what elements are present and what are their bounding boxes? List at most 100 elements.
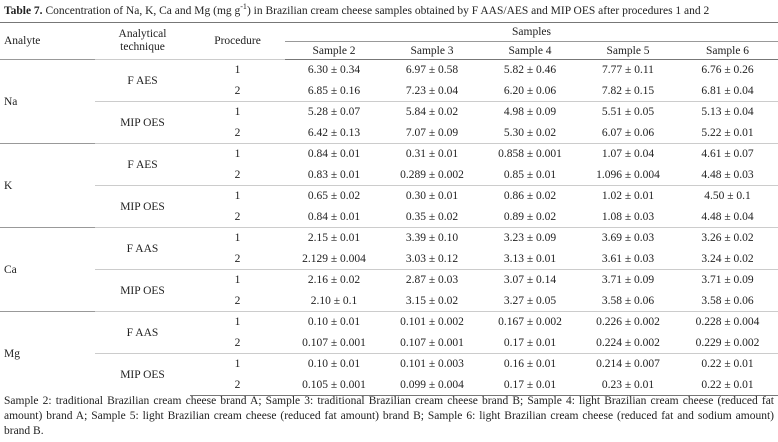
value-cell: 5.84 ± 0.02 — [383, 101, 481, 123]
analyte-cell: Mg — [0, 311, 95, 396]
caption-text: Concentration of Na, K, Ca and Mg (mg g — [45, 4, 241, 17]
value-cell: 0.23 ± 0.01 — [579, 374, 677, 396]
value-cell: 0.16 ± 0.01 — [481, 353, 579, 375]
value-cell: 0.22 ± 0.01 — [677, 374, 778, 396]
value-cell: 6.30 ± 0.34 — [285, 59, 383, 81]
value-cell: 0.107 ± 0.001 — [302, 336, 366, 349]
value-cell: 0.83 ± 0.01 — [307, 168, 361, 181]
data-table: Analyte Analytical technique Procedure S… — [0, 22, 778, 396]
procedure-cell: 2 — [234, 336, 241, 349]
technique-cell: F AES — [95, 143, 190, 186]
value-cell: 7.23 ± 0.04 — [405, 84, 459, 97]
value-cell: 0.65 ± 0.02 — [285, 185, 383, 207]
table-row: 2 0.84 ± 0.01 0.35 ± 0.02 0.89 ± 0.02 1.08 ±… — [0, 207, 778, 228]
table-row: 2 0.107 ± 0.001 0.107 ± 0.001 0.17 ± 0.01 0.… — [0, 333, 778, 354]
value-cell: 2.129 ± 0.004 — [302, 252, 366, 265]
value-cell: 3.39 ± 0.10 — [383, 227, 481, 249]
value-cell: 6.20 ± 0.06 — [503, 84, 557, 97]
value-cell: 0.289 ± 0.002 — [400, 168, 464, 181]
value-cell: 3.71 ± 0.09 — [579, 269, 677, 291]
value-cell: 0.85 ± 0.01 — [503, 168, 557, 181]
value-cell: 5.51 ± 0.05 — [579, 101, 677, 123]
value-cell: 3.07 ± 0.14 — [481, 269, 579, 291]
value-cell: 0.17 ± 0.01 — [503, 336, 557, 349]
value-cell: 5.22 ± 0.01 — [701, 126, 754, 139]
value-cell: 0.101 ± 0.003 — [383, 353, 481, 375]
value-cell: 1.07 ± 0.04 — [579, 143, 677, 165]
value-cell: 0.10 ± 0.01 — [285, 353, 383, 375]
value-cell: 4.48 ± 0.03 — [701, 168, 754, 181]
value-cell: 2.15 ± 0.01 — [285, 227, 383, 249]
value-cell: 2.10 ± 0.1 — [310, 294, 358, 307]
value-cell: 5.30 ± 0.02 — [503, 126, 557, 139]
value-cell: 6.85 ± 0.16 — [307, 84, 361, 97]
value-cell: 0.858 ± 0.001 — [481, 143, 579, 165]
value-cell: 0.226 ± 0.002 — [579, 311, 677, 333]
table-row: MIP OES 1 2.16 ± 0.02 2.87 ± 0.03 3.07 ± 0.1… — [0, 269, 778, 312]
value-cell: 7.07 ± 0.09 — [405, 126, 459, 139]
value-cell: 1.02 ± 0.01 — [579, 185, 677, 207]
value-cell: 0.229 ± 0.002 — [695, 336, 760, 349]
procedure-cell: 1 — [190, 101, 285, 123]
caption-superscript: -1 — [240, 2, 247, 11]
value-cell: 3.61 ± 0.03 — [601, 252, 655, 265]
table-row: MIP OES 1 0.10 ± 0.01 0.101 ± 0.003 0.16 ± 0… — [0, 353, 778, 396]
header-cell: Samples — [285, 22, 778, 42]
value-cell: 0.17 ± 0.01 — [481, 374, 579, 396]
value-cell: 2.16 ± 0.02 — [285, 269, 383, 291]
procedure-cell: 2 — [234, 252, 241, 265]
table-row: 2 6.42 ± 0.13 7.07 ± 0.09 5.30 ± 0.02 6.07 ±… — [0, 123, 778, 144]
value-cell: 6.97 ± 0.58 — [383, 59, 481, 81]
value-cell: 7.82 ± 0.15 — [601, 84, 655, 97]
technique-cell: F AAS — [95, 311, 190, 354]
value-cell: 6.07 ± 0.06 — [601, 126, 655, 139]
caption-text: ) in Brazilian cream cheese samples obta… — [246, 4, 710, 17]
value-cell: 0.84 ± 0.01 — [307, 210, 361, 223]
value-cell: 0.84 ± 0.01 — [285, 143, 383, 165]
table-row: 2 0.105 ± 0.001 0.099 ± 0.004 0.17 ± 0.01 0.… — [0, 374, 778, 396]
procedure-cell: 2 — [234, 168, 241, 181]
table-row: Na F AES 1 6.30 ± 0.34 6.97 ± 0.58 5.82 ± 0.4… — [0, 59, 778, 144]
procedure-cell: 1 — [190, 311, 285, 333]
procedure-cell: 1 — [190, 227, 285, 249]
value-cell: 3.58 ± 0.06 — [701, 294, 754, 307]
value-cell: 3.13 ± 0.01 — [503, 252, 557, 265]
procedure-cell: 1 — [190, 353, 285, 375]
value-cell: 0.224 ± 0.002 — [596, 336, 660, 349]
procedure-cell: 2 — [234, 210, 241, 223]
value-cell: 3.24 ± 0.02 — [701, 252, 754, 265]
table-row: 2 6.85 ± 0.16 7.23 ± 0.04 6.20 ± 0.06 7.82 ±… — [0, 81, 778, 102]
table-header: Analyte Analytical technique Procedure S… — [0, 22, 778, 60]
procedure-cell: 2 — [234, 294, 241, 307]
value-cell: 5.82 ± 0.46 — [481, 59, 579, 81]
value-cell: 1.08 ± 0.03 — [601, 210, 655, 223]
value-cell: 0.10 ± 0.01 — [285, 311, 383, 333]
value-cell: 3.27 ± 0.05 — [503, 294, 557, 307]
value-cell: 1.096 ± 0.004 — [596, 168, 660, 181]
value-cell: 0.107 ± 0.001 — [400, 336, 464, 349]
analyte-cell: K — [0, 143, 95, 228]
technique-cell: MIP OES — [95, 185, 190, 228]
value-cell: 5.13 ± 0.04 — [677, 101, 778, 123]
procedure-cell: 2 — [234, 84, 241, 97]
header-cell: Sample 4 — [481, 41, 579, 60]
value-cell: 3.58 ± 0.06 — [601, 294, 655, 307]
value-cell: 0.214 ± 0.007 — [579, 353, 677, 375]
caption-label: Table 7. — [4, 4, 43, 17]
procedure-cell: 1 — [190, 59, 285, 81]
value-cell: 0.228 ± 0.004 — [677, 311, 778, 333]
header-cell: Sample 5 — [579, 41, 677, 60]
table-row: 2 2.129 ± 0.004 3.03 ± 0.12 3.13 ± 0.01 3.61… — [0, 249, 778, 270]
table-row: 2 0.83 ± 0.01 0.289 ± 0.002 0.85 ± 0.01 1.09… — [0, 165, 778, 186]
value-cell: 7.77 ± 0.11 — [579, 59, 677, 81]
table-body: Na F AES 1 6.30 ± 0.34 6.97 ± 0.58 5.82 ± 0.4… — [0, 59, 778, 396]
header-cell: Analyte — [0, 22, 95, 60]
value-cell: 6.42 ± 0.13 — [307, 126, 361, 139]
header-cell: Sample 6 — [677, 41, 778, 60]
value-cell: 3.15 ± 0.02 — [405, 294, 459, 307]
technique-cell: F AAS — [95, 227, 190, 270]
value-cell: 5.28 ± 0.07 — [285, 101, 383, 123]
header-cell: Sample 3 — [383, 41, 481, 60]
value-cell: 3.23 ± 0.09 — [481, 227, 579, 249]
